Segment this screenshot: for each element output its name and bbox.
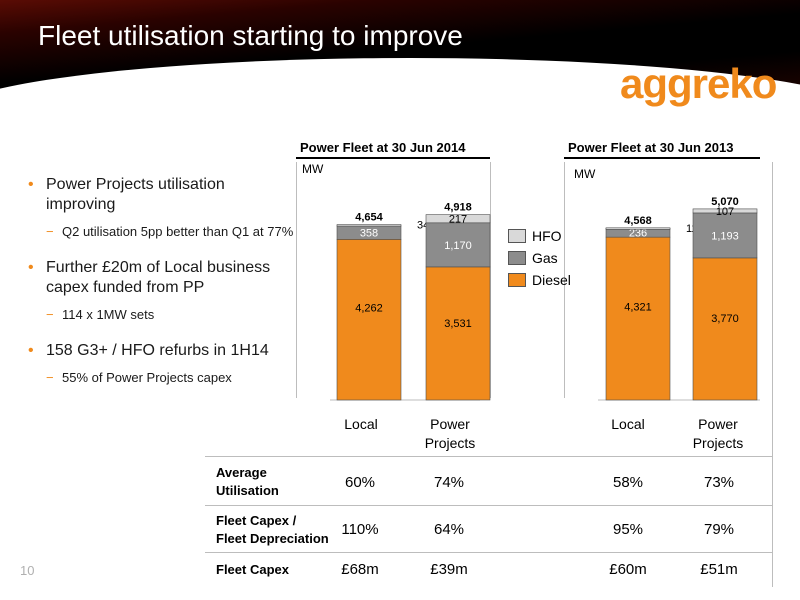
category-label-power-projects: Power Projects: [678, 415, 758, 453]
bar-value-label-diesel: 3,531: [444, 318, 472, 330]
bar-segment-hfo: [425, 214, 491, 224]
bar-segment-diesel: [692, 257, 758, 401]
bullet-item: Further £20m of Local business capex fun…: [28, 258, 298, 298]
table-row-label: Fleet Capex: [216, 561, 289, 579]
bar-value-label-gas: 1,193: [711, 230, 739, 242]
sub-bullet-item: −55% of Power Projects capex: [46, 370, 232, 385]
table-cell: 64%: [433, 521, 465, 538]
bar-segment-diesel: [605, 236, 671, 401]
bar-value-label-hfo: 217: [449, 214, 467, 226]
bar-segment-hfo: [692, 208, 758, 214]
category-label-line: Power: [430, 416, 470, 432]
bullet-item: 158 G3+ / HFO refurbs in 1H14: [28, 341, 298, 361]
legend-swatch-hfo: [508, 229, 526, 243]
category-label-line: Power: [698, 416, 738, 432]
page-number: 10: [20, 563, 35, 578]
table-cell: 74%: [433, 474, 465, 491]
bar-value-label-hfo: 11: [686, 223, 697, 235]
sub-bullet-text: Q2 utilisation 5pp better than Q1 at 77%: [62, 224, 294, 239]
category-label-local: Local: [611, 416, 645, 432]
category-label-local: Local: [344, 416, 378, 432]
bar-value-label-diesel: 4,262: [355, 303, 383, 315]
bar-total-label: 5,070: [711, 196, 739, 208]
table-cell: 58%: [612, 474, 644, 491]
sub-bullet-item: −114 x 1MW sets: [46, 307, 155, 322]
legend-label-gas: Gas: [532, 250, 558, 266]
aggreko-logo: aggreko: [620, 60, 777, 107]
table-row-label: Average Utilisation: [216, 464, 279, 500]
sub-bullet-item: − Q2 utilisation 5pp better than Q1 at 77…: [46, 224, 294, 239]
bar-segment-diesel: [425, 266, 491, 401]
bar-total-label: 4,654: [355, 212, 383, 224]
row-label-line: Fleet Depreciation: [216, 531, 329, 546]
table-cell: 95%: [612, 521, 644, 538]
table-cell: £60m: [609, 561, 647, 578]
bar-total-label: 4,568: [624, 215, 652, 227]
table-cell: £39m: [430, 561, 468, 578]
table-cell: £51m: [700, 561, 738, 578]
slide-title: Fleet utilisation starting to improve: [38, 20, 463, 51]
table-row-rule: [205, 552, 772, 553]
bar-value-label-diesel: 3,770: [711, 313, 739, 325]
sub-bullet-text: 114 x 1MW sets: [62, 307, 155, 322]
table-top-rule: [205, 456, 772, 457]
row-label-line: Average: [216, 465, 267, 480]
table-cell: 110%: [341, 521, 379, 538]
divider-line: [296, 162, 297, 398]
row-label-line: Utilisation: [216, 483, 279, 498]
row-label-line: Fleet Capex: [216, 562, 289, 577]
slide-header: [0, 0, 800, 116]
category-label-line: Projects: [692, 435, 744, 451]
chart-title-2013: Power Fleet at 30 Jun 2013: [568, 140, 734, 155]
title-rule-2014: [296, 157, 490, 159]
table-row-rule: [205, 505, 772, 506]
category-label-power-projects: Power Projects: [410, 415, 490, 453]
legend-label-diesel: Diesel: [532, 272, 571, 288]
bar-value-label-gas: 236: [629, 228, 647, 240]
row-label-line: Fleet Capex /: [216, 513, 297, 528]
category-label-line: Projects: [424, 435, 476, 451]
divider-line: [772, 162, 773, 587]
bar-value-label-gas: 1,170: [444, 240, 472, 252]
bar-segment-diesel: [336, 239, 402, 401]
bar-value-label-hfo: 107: [716, 206, 734, 218]
bar-value-label-gas: 358: [360, 228, 378, 240]
bar-segment-hfo: [336, 224, 402, 227]
divider-line: [490, 162, 491, 398]
table-cell: 79%: [703, 521, 735, 538]
table-cell: 73%: [703, 474, 735, 491]
bar-segment-gas: [425, 222, 491, 268]
table-cell: 60%: [344, 474, 376, 491]
sub-bullet-text: 55% of Power Projects capex: [62, 370, 232, 385]
legend-label-hfo: HFO: [532, 228, 562, 244]
bar-total-label: 4,918: [444, 202, 472, 214]
table-cell: £68m: [341, 561, 379, 578]
bar-value-label-diesel: 4,321: [624, 301, 652, 313]
bullet-item: Power Projects utilisation improving: [28, 175, 298, 215]
legend-swatch-diesel: [508, 273, 526, 287]
divider-line: [564, 162, 565, 398]
table-row-label: Fleet Capex / Fleet Depreciation: [216, 512, 329, 548]
title-rule-2013: [564, 157, 760, 159]
bar-segment-hfo: [605, 227, 671, 230]
legend-swatch-gas: [508, 251, 526, 265]
bullet-list: Power Projects utilisation improving −Q2…: [28, 175, 298, 404]
unit-label-2013: MW: [574, 167, 596, 181]
unit-label-2014: MW: [302, 162, 324, 176]
chart-title-2014: Power Fleet at 30 Jun 2014: [300, 140, 466, 155]
